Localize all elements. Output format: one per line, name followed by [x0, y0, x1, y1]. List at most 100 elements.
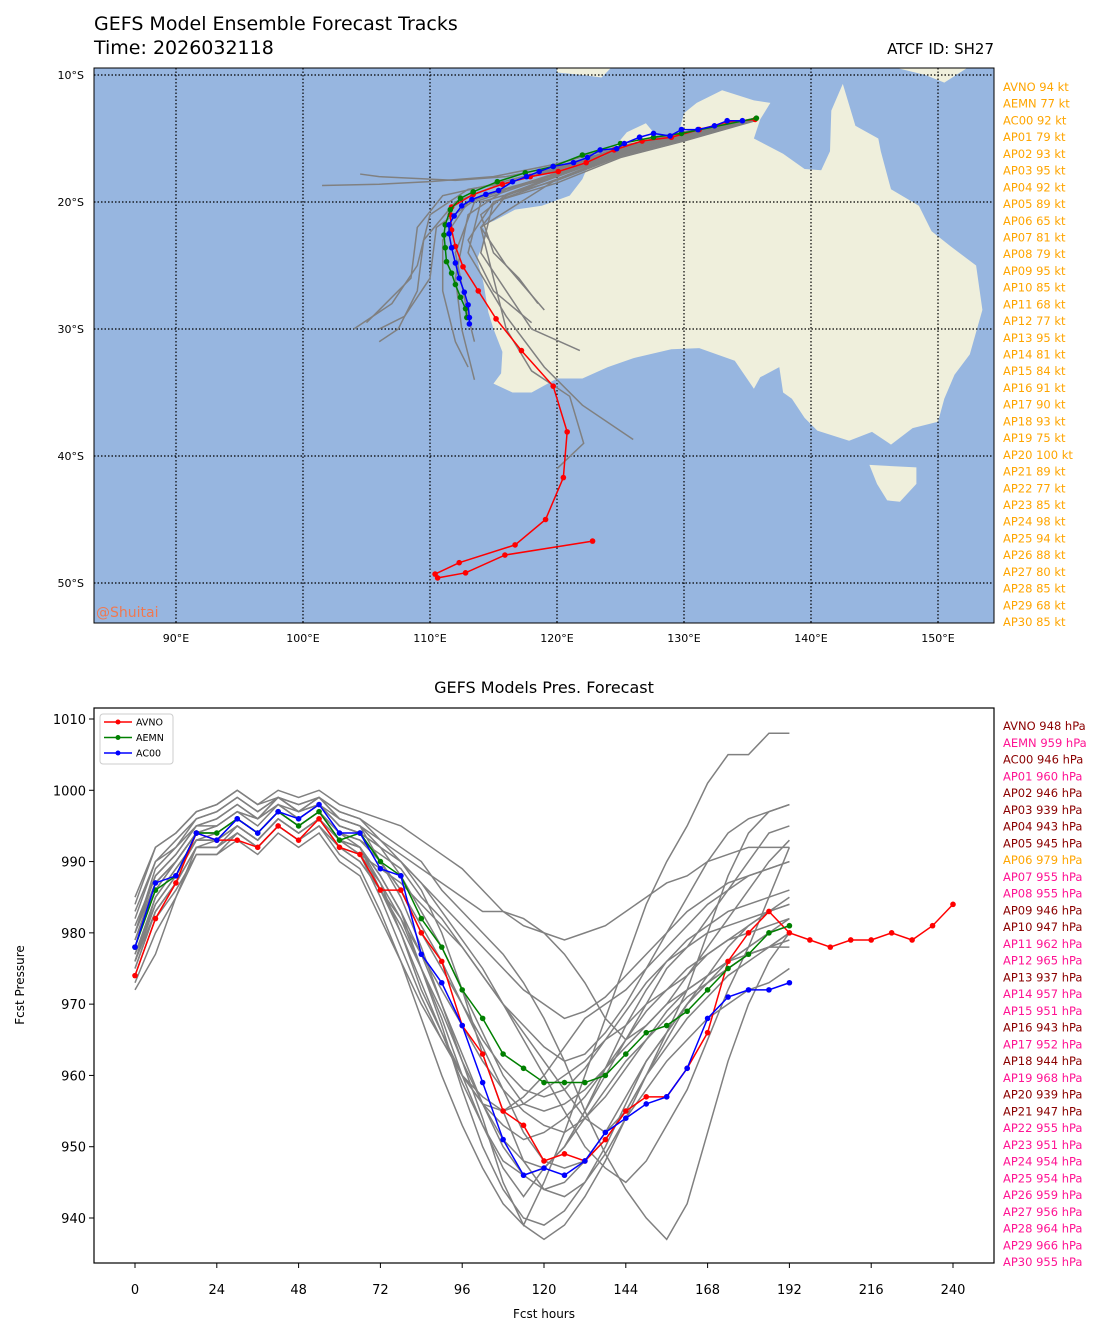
intensity-label: AP29 68 kt [1003, 598, 1066, 612]
point-ac00 [398, 873, 404, 879]
x-tick-label: 120 [532, 1283, 557, 1298]
min-pressure-label: AP28 964 hPa [1003, 1222, 1082, 1236]
point-aemn [786, 922, 793, 929]
lon-tick-label: 130°E [667, 632, 700, 645]
land-new-guinea [897, 68, 968, 83]
x-tick-label: 240 [941, 1283, 966, 1298]
map-frame [93, 67, 995, 624]
pressure-frame [93, 707, 995, 1264]
point-ac00 [459, 1022, 466, 1029]
point-aemn [316, 808, 322, 815]
intensity-label: AP30 85 kt [1003, 615, 1066, 629]
map-axes: 10°S 20°S 30°S 40°S 50°S 90°E 100°E 110°E 120°E 1… [58, 69, 955, 645]
point-aemn [602, 1072, 609, 1079]
point-avno [909, 937, 915, 943]
x-tick-label: 168 [695, 1283, 720, 1298]
point-ac00 [766, 987, 772, 993]
point-avno [929, 922, 936, 929]
min-pressure-label: AP17 952 hPa [1003, 1037, 1082, 1051]
point-ac00 [663, 1094, 670, 1100]
point-aemn [479, 1015, 486, 1022]
track-point-avno [589, 538, 596, 544]
ensemble-line [134, 824, 790, 1241]
track-point-avno [542, 516, 549, 523]
track-point-ac00 [613, 145, 620, 152]
min-pressure-labels: AVNO 948 hPa AEMN 959 hPa AC00 946 hPa AP01… [1003, 719, 1087, 1269]
track-point-aemn [753, 115, 760, 121]
point-avno [766, 908, 772, 915]
intensity-label: AP22 77 kt [1003, 481, 1066, 495]
intensity-label: AP07 81 kt [1003, 230, 1066, 244]
min-pressure-label: AP06 979 hPa [1003, 853, 1082, 867]
track-point-ac00 [536, 168, 543, 175]
ensemble-line [134, 817, 790, 1226]
track-point-ac00 [509, 178, 516, 185]
intensity-label: AP11 68 kt [1003, 297, 1066, 311]
point-ac00 [704, 1015, 711, 1022]
intensity-label: AP08 79 kt [1003, 247, 1066, 261]
point-aemn [684, 1008, 690, 1015]
track-point-ac00 [446, 222, 452, 228]
point-avno [602, 1136, 609, 1143]
track-point-ac00 [597, 147, 603, 153]
point-aemn [623, 1051, 629, 1057]
intensity-label: AP20 100 kt [1003, 448, 1073, 462]
track-point-avno [499, 181, 506, 188]
point-avno [152, 915, 159, 922]
point-aemn [582, 1079, 588, 1086]
point-aemn [541, 1079, 547, 1086]
point-ac00 [561, 1172, 568, 1179]
track-point-avno [475, 288, 482, 294]
track-point-ac00 [469, 196, 475, 203]
y-axis-label: Fcst Pressure [13, 945, 27, 1025]
point-avno [725, 958, 731, 965]
legend-marker [115, 735, 121, 740]
intensity-label: AP14 81 kt [1003, 348, 1066, 362]
track-point-aemn [447, 206, 454, 213]
lat-tick-label: 20°S [58, 196, 84, 209]
ensemble-line [134, 803, 791, 1184]
point-avno [234, 837, 241, 843]
track-point-avno [518, 347, 525, 354]
intensity-label: AP05 89 kt [1003, 197, 1066, 211]
min-pressure-label: AP20 939 hPa [1003, 1088, 1082, 1102]
point-ac00 [336, 830, 343, 836]
track-point-ac00 [466, 314, 473, 321]
point-ac00 [295, 816, 302, 822]
intensity-label: AP02 93 kt [1003, 147, 1066, 161]
point-avno [847, 937, 854, 943]
track-point-ac00 [452, 260, 459, 266]
track-point-ac00 [711, 123, 718, 129]
min-pressure-label: AP30 955 hPa [1003, 1255, 1082, 1269]
track-point-aemn [442, 244, 449, 251]
point-aemn [295, 823, 302, 829]
ensemble-track [479, 119, 756, 352]
min-pressure-label: AP01 960 hPa [1003, 769, 1082, 783]
point-ac00 [684, 1065, 690, 1072]
point-ac00 [520, 1172, 527, 1179]
lat-tick-label: 10°S [58, 69, 84, 82]
track-point-aemn [494, 178, 501, 185]
min-pressure-label: AP12 965 hPa [1003, 954, 1082, 968]
track-point-avno [560, 474, 567, 481]
track-point-ac00 [636, 134, 643, 141]
legend-marker [115, 750, 121, 756]
point-ac00 [602, 1129, 609, 1136]
track-point-ac00 [523, 173, 530, 180]
lat-tick-label: 30°S [58, 323, 84, 336]
point-ac00 [132, 944, 138, 950]
intensity-label: AP01 79 kt [1003, 130, 1066, 144]
point-avno [357, 851, 363, 858]
min-pressure-label: AP11 962 hPa [1003, 937, 1082, 951]
track-point-avno [502, 552, 508, 558]
min-pressure-label: AVNO 948 hPa [1003, 719, 1086, 733]
min-pressure-label: AP13 937 hPa [1003, 970, 1082, 984]
point-ac00 [500, 1136, 506, 1143]
point-aemn [438, 944, 445, 950]
point-ac00 [541, 1165, 547, 1171]
plot-area [132, 732, 956, 1241]
intensity-label: AP10 85 kt [1003, 281, 1066, 295]
lat-tick-label: 50°S [58, 577, 84, 590]
min-pressure-label: AP14 957 hPa [1003, 987, 1082, 1001]
point-avno [888, 930, 895, 936]
